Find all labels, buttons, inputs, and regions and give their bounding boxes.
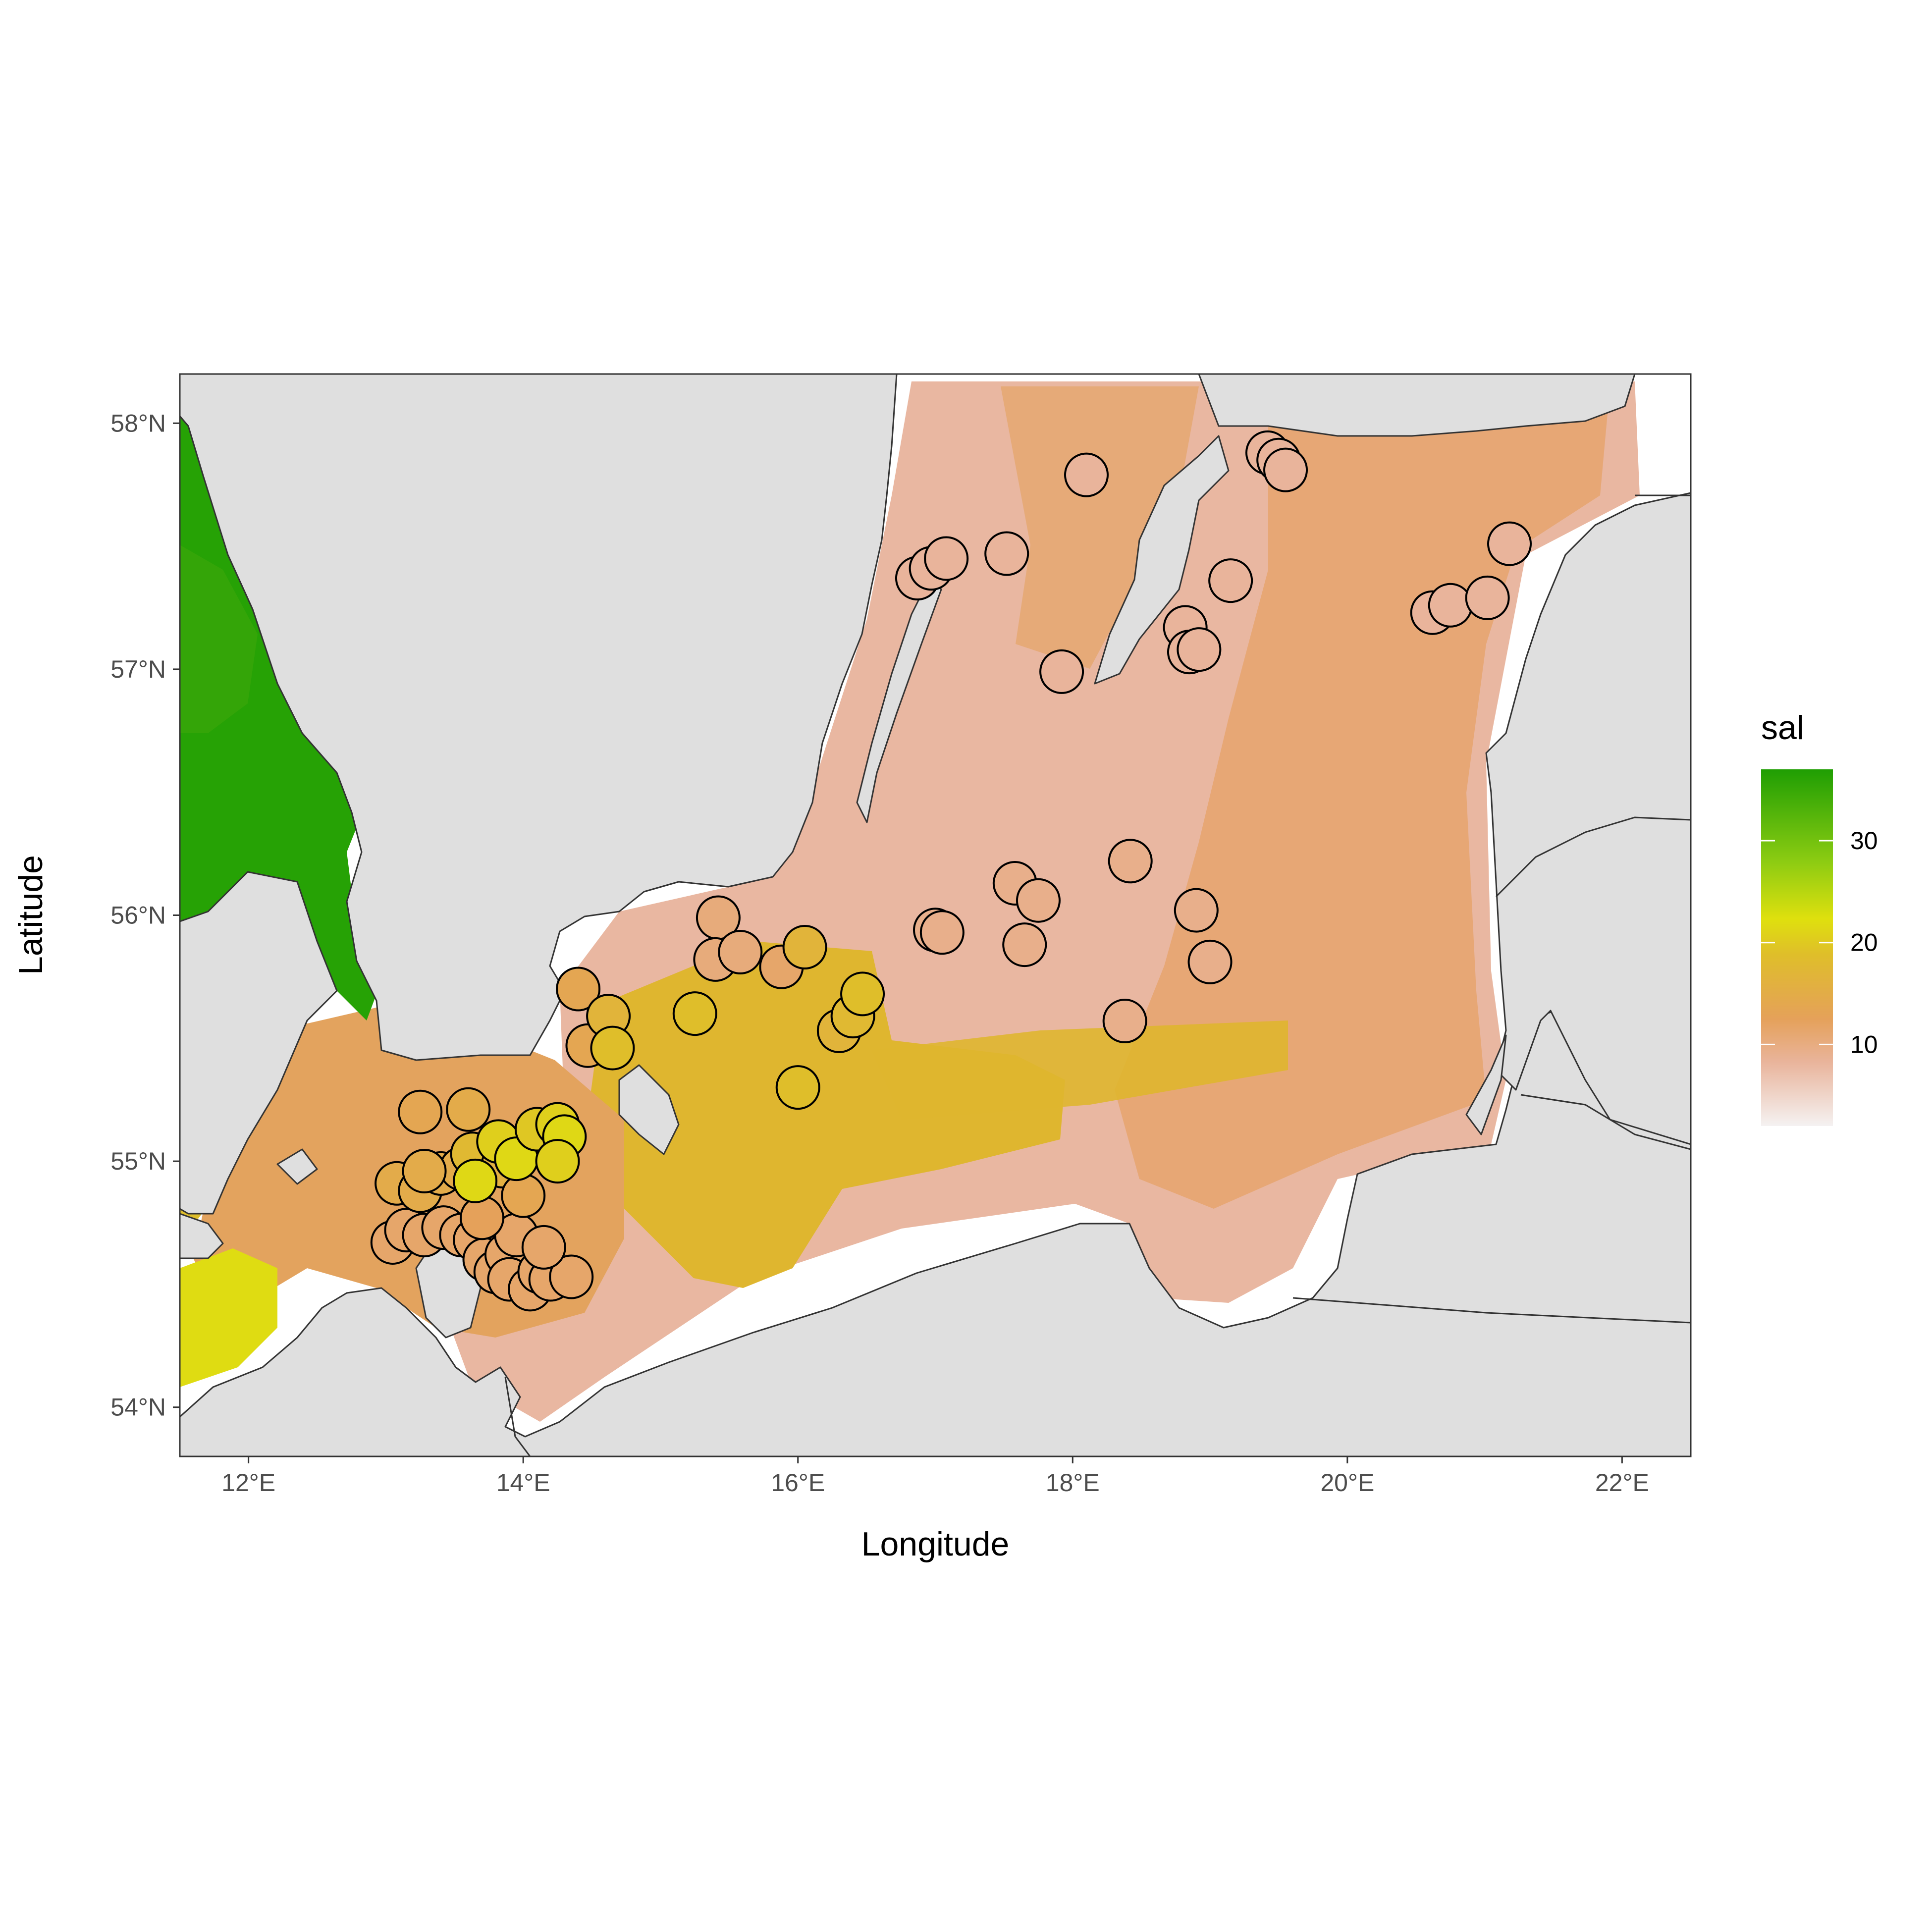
y-axis: 54°N 55°N 56°N 57°N 58°N	[110, 409, 180, 1421]
legend-title: sal	[1761, 709, 1804, 747]
border-germany-poland	[504, 1377, 531, 1456]
country-borders	[504, 494, 1691, 1456]
x-axis: 12°E 14°E 16°E 18°E 20°E 22°E	[221, 1456, 1649, 1497]
raster-gotland-deep	[1001, 386, 1199, 669]
y-tick-label: 54°N	[110, 1394, 166, 1421]
y-tick-label: 57°N	[110, 655, 166, 683]
station-point	[1102, 999, 1147, 1044]
land-curonian-spit	[1465, 1034, 1507, 1135]
y-axis-title: Latitude	[12, 855, 50, 975]
x-tick-label: 18°E	[1046, 1469, 1100, 1497]
station-point	[718, 929, 763, 974]
raster-kattegat-north	[180, 545, 258, 733]
legend: sal 10 20 30	[1761, 709, 1878, 1126]
x-tick-label: 12°E	[221, 1469, 275, 1497]
station-point	[501, 1173, 546, 1218]
y-tick-label: 58°N	[110, 409, 166, 437]
station-point	[535, 1139, 580, 1184]
station-point	[1002, 922, 1047, 967]
station-point	[1465, 575, 1510, 620]
station-point	[782, 925, 827, 970]
y-tick-label: 55°N	[110, 1147, 166, 1175]
station-point	[1487, 521, 1532, 566]
land-zealand	[180, 871, 338, 1215]
x-axis-title: Longitude	[861, 1525, 1010, 1563]
border-lithuania-russia	[1520, 1094, 1691, 1150]
station-point	[919, 910, 965, 955]
land-bornholm	[618, 1064, 680, 1155]
station-point	[672, 991, 717, 1036]
legend-colorbar	[1761, 769, 1833, 1126]
station-point	[1016, 878, 1061, 923]
legend-tick-label: 30	[1850, 827, 1878, 855]
x-tick-label: 20°E	[1320, 1469, 1374, 1497]
station-point	[1039, 649, 1084, 694]
border-latvia-lithuania	[1495, 816, 1691, 898]
x-tick-label: 16°E	[771, 1469, 825, 1497]
land-lolland-falster	[180, 1213, 224, 1259]
station-point	[398, 1089, 443, 1134]
station-point	[556, 966, 601, 1012]
land-masses	[180, 374, 1691, 1456]
station-point	[549, 1254, 594, 1299]
land-baltic-states	[1485, 492, 1691, 1145]
station-point	[590, 1025, 635, 1071]
station-point	[924, 536, 969, 581]
x-tick-label: 14°E	[496, 1469, 550, 1497]
land-oland	[856, 574, 942, 823]
station-point	[1174, 888, 1219, 933]
raster-kiel-bay	[180, 1248, 277, 1387]
station-points	[370, 430, 1532, 1312]
station-point	[984, 531, 1029, 576]
station-point	[402, 1148, 447, 1193]
border-russia-poland	[1292, 1297, 1691, 1324]
station-point	[1177, 627, 1222, 672]
station-point	[840, 971, 885, 1017]
legend-ticks: 10 20 30	[1761, 827, 1878, 1058]
station-point	[775, 1065, 820, 1110]
legend-tick-label: 10	[1850, 1030, 1878, 1058]
land-sweden-east	[1198, 374, 1636, 437]
station-point	[1208, 558, 1253, 603]
y-tick-label: 56°N	[110, 902, 166, 929]
station-point	[521, 1225, 566, 1270]
station-point	[453, 1158, 498, 1203]
x-tick-label: 22°E	[1595, 1469, 1649, 1497]
station-point	[1108, 839, 1153, 884]
station-point	[1187, 939, 1233, 984]
station-point	[1263, 447, 1308, 492]
station-point	[1428, 583, 1473, 628]
station-point	[446, 1087, 491, 1132]
station-point	[1064, 452, 1109, 497]
raster-southwest-band	[872, 1020, 1288, 1120]
legend-tick-label: 20	[1850, 929, 1878, 957]
land-gotland	[1094, 435, 1230, 685]
station-point	[460, 1195, 504, 1240]
map-panel	[180, 374, 1691, 1456]
land-mon	[276, 1148, 318, 1185]
